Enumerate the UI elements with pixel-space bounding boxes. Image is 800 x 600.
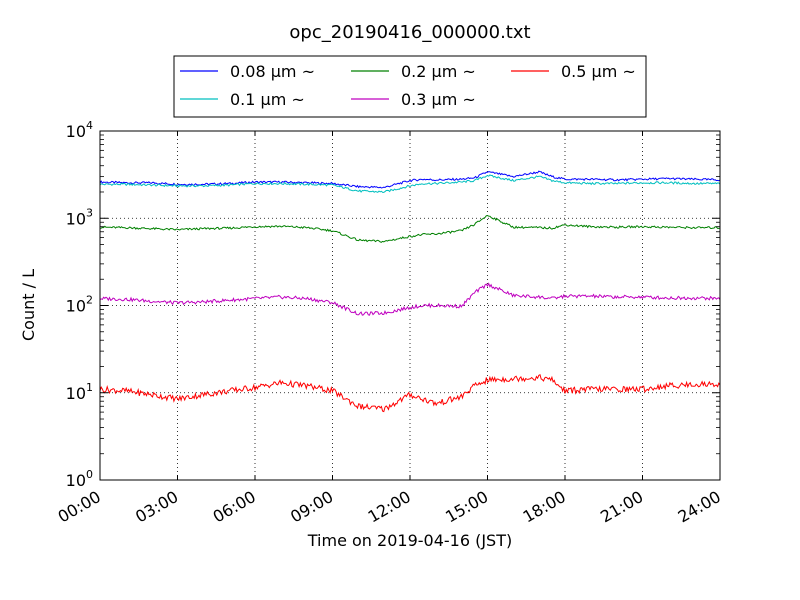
grid <box>100 131 720 480</box>
y-tick-base: 10 <box>66 471 86 490</box>
x-axis-label: Time on 2019-04-16 (JST) <box>307 531 512 550</box>
y-tick-label: 100 <box>66 468 93 490</box>
legend: 0.08 μm ~ 0.1 μm ~ 0.2 μm ~ 0.3 μm ~ 0.5 μm … <box>173 55 647 118</box>
y-tick-exponent: 3 <box>86 206 93 219</box>
y-tick-exponent: 2 <box>86 294 93 307</box>
legend-label: 0.2 μm ~ <box>401 62 476 81</box>
plot-series <box>99 170 721 413</box>
y-tick-label: 101 <box>66 381 93 403</box>
series-line <box>99 215 721 243</box>
series-line <box>99 373 721 413</box>
y-tick-exponent: 4 <box>86 119 93 132</box>
series-line <box>99 174 721 193</box>
legend-box <box>173 55 647 118</box>
y-tick-exponent: 1 <box>86 381 93 394</box>
legend-label: 0.1 μm ~ <box>230 90 305 109</box>
x-axis: 00:00 03:00 06:00 09:00 12:00 15:00 18:00 21:00… <box>55 131 724 527</box>
x-tick-label: 21:00 <box>597 487 646 527</box>
legend-label: 0.5 μm ~ <box>561 62 636 81</box>
x-tick-label: 24:00 <box>675 487 724 527</box>
x-tick-label: 18:00 <box>520 487 569 527</box>
y-tick-exponent: 0 <box>86 468 93 481</box>
x-tick-label: 06:00 <box>210 487 259 527</box>
x-tick-label: 09:00 <box>287 487 336 527</box>
y-tick-label: 103 <box>66 206 93 228</box>
x-tick-label: 00:00 <box>55 487 104 527</box>
legend-label: 0.3 μm ~ <box>401 90 476 109</box>
y-tick-label: 102 <box>66 294 93 316</box>
y-tick-base: 10 <box>66 122 86 141</box>
chart-title: opc_20190416_000000.txt <box>289 22 530 43</box>
x-tick-label: 12:00 <box>365 487 414 527</box>
y-tick-base: 10 <box>66 209 86 228</box>
x-tick-label: 03:00 <box>132 487 181 527</box>
series-line <box>99 170 721 189</box>
series-line <box>99 282 721 316</box>
y-axis-label: Count / L <box>19 269 38 341</box>
y-tick-label: 104 <box>66 119 93 141</box>
y-tick-base: 10 <box>66 297 86 316</box>
legend-label: 0.08 μm ~ <box>230 62 315 81</box>
x-tick-label: 15:00 <box>442 487 491 527</box>
y-tick-base: 10 <box>66 384 86 403</box>
